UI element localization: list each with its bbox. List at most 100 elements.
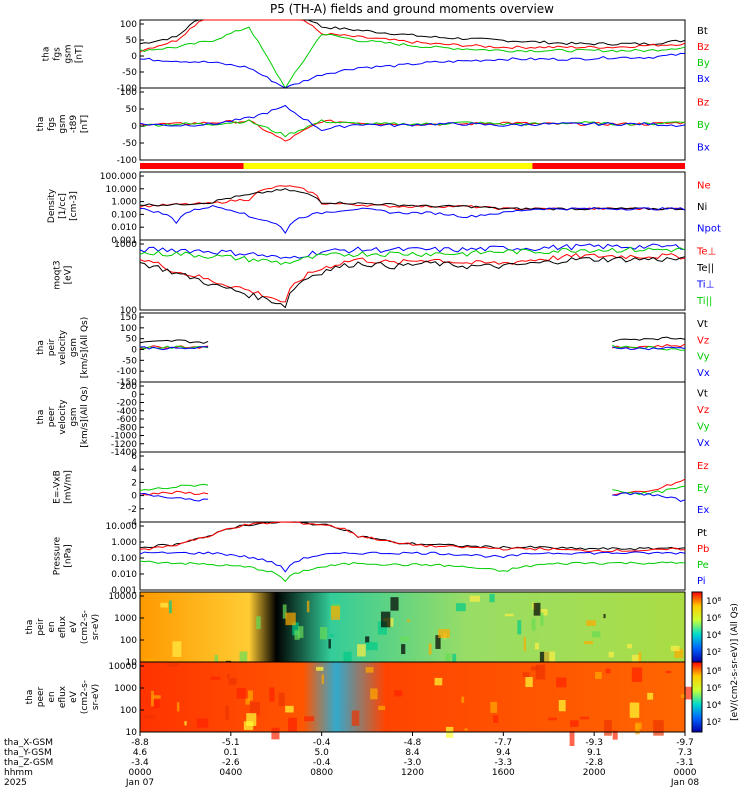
y-tick-label: 10 bbox=[126, 728, 138, 738]
heatmap-texture bbox=[635, 722, 642, 730]
panel-efield: Ez Ey Ex 6 4 2 0 -2 -4 E=-VxB [mV/m] bbox=[53, 451, 709, 528]
heatmap-texture bbox=[214, 654, 219, 665]
heatmap-texture bbox=[535, 664, 546, 680]
panel-frame bbox=[139, 381, 686, 453]
y-tick-label: 0 bbox=[131, 346, 137, 356]
panel-density: Ne Ni Npot 100.000 10.000 1.000 0.100 0.010 0.00… bbox=[47, 171, 721, 246]
y-tick-label: 4 bbox=[131, 465, 137, 475]
heatmap-texture bbox=[153, 695, 161, 699]
heatmap-texture bbox=[278, 692, 285, 706]
series-temperature-line bbox=[139, 256, 686, 309]
heatmap-texture bbox=[394, 690, 403, 697]
y-tick-label: 0.001 bbox=[111, 586, 137, 596]
legend-temperature: Te|| bbox=[696, 263, 714, 274]
legend-peer_velocity: Vy bbox=[697, 421, 710, 432]
heatmap-texture bbox=[635, 724, 640, 735]
y-tick-label: -150 bbox=[117, 378, 138, 388]
y-tick-label: 1.000 bbox=[111, 538, 137, 548]
colorbar-tick-label: 10⁴ bbox=[706, 631, 721, 641]
heatmap-texture bbox=[370, 688, 378, 700]
legend-temperature: Te⊥ bbox=[696, 246, 716, 257]
heatmap-texture bbox=[452, 653, 457, 664]
y-axis-label: tha bbox=[42, 47, 52, 62]
heatmap-texture bbox=[228, 678, 237, 685]
y-tick-label: -50 bbox=[122, 356, 137, 366]
heatmap-texture bbox=[343, 651, 352, 666]
legend-peir_velocity: Vx bbox=[697, 368, 710, 379]
legend-pressure: Pb bbox=[697, 544, 709, 555]
heatmap-texture bbox=[523, 636, 526, 652]
legend-efield: Ex bbox=[697, 505, 709, 516]
x-tick-label: 0000 bbox=[129, 768, 152, 778]
x-tick-label: Jan 08 bbox=[670, 778, 699, 788]
x-tick-label: -3.1 bbox=[676, 758, 694, 768]
x-tick-label: -9.7 bbox=[676, 738, 694, 748]
x-axis-row-label: 2025 bbox=[4, 778, 27, 788]
x-axis-row-label: tha_Y-GSM bbox=[4, 748, 52, 758]
heatmap-texture bbox=[586, 620, 596, 626]
legend-peir_velocity: Vy bbox=[697, 352, 710, 363]
series-fgs-line bbox=[139, 19, 686, 53]
y-axis-label: tha bbox=[36, 117, 46, 132]
y-tick-label: 1.000 bbox=[111, 198, 137, 208]
series-density-line bbox=[139, 204, 686, 235]
x-axis-row-label: tha_X-GSM bbox=[4, 738, 53, 748]
heatmap-texture bbox=[469, 595, 480, 602]
x-axis-row-label: tha_Z-GSM bbox=[4, 758, 53, 768]
x-tick-label: -3.0 bbox=[404, 758, 422, 768]
panel-pressure: Pt Pb Pe Pi 10.000 1.000 0.100 0.010 0.001 Pressu… bbox=[53, 521, 709, 596]
heatmap-texture bbox=[377, 621, 387, 635]
legend-temperature: Ti⊥ bbox=[696, 279, 714, 290]
x-tick-label: -0.4 bbox=[313, 738, 331, 748]
colorbar-bottom bbox=[691, 661, 703, 733]
x-axis: tha_X-GSM -8.8 -5.1 -0.4 -4.8 -7.7 -9.3 -9.7 tha… bbox=[4, 732, 699, 788]
y-tick-label: 50 bbox=[126, 105, 138, 115]
y-tick-label: -50 bbox=[122, 68, 137, 78]
heatmap-texture bbox=[249, 701, 260, 716]
heatmap-texture bbox=[461, 696, 465, 703]
heatmap-texture bbox=[329, 634, 334, 637]
x-tick-label: 5.0 bbox=[315, 748, 330, 758]
x-tick-label: -2.6 bbox=[222, 758, 240, 768]
heatmap-texture bbox=[246, 713, 257, 727]
y-axis-label: [km/s](All Qs) bbox=[80, 386, 90, 448]
heatmap-texture bbox=[168, 600, 172, 614]
mode-bar-segment bbox=[243, 163, 533, 169]
legend-peir_velocity: Vz bbox=[697, 335, 709, 346]
y-axis-label: velocity bbox=[58, 329, 68, 365]
heatmap-texture bbox=[522, 672, 530, 677]
x-tick-label: -0.4 bbox=[313, 758, 331, 768]
y-axis-label: sr-eV) bbox=[91, 614, 101, 640]
heatmap-texture bbox=[400, 636, 409, 642]
series-pressure-line bbox=[139, 551, 686, 573]
y-tick-label: -4 bbox=[128, 518, 137, 528]
heatmap-texture bbox=[653, 720, 664, 736]
legend-fgs: Bz bbox=[697, 42, 709, 53]
series-efield-line bbox=[139, 478, 686, 496]
series-density-line bbox=[139, 185, 686, 211]
y-axis-label: Density bbox=[47, 188, 57, 223]
y-tick-label: 10000 bbox=[108, 592, 137, 602]
panel-frame bbox=[139, 451, 686, 523]
heatmap-texture bbox=[674, 648, 684, 658]
x-tick-label: -5.1 bbox=[222, 738, 240, 748]
y-axis-label: Pressure bbox=[53, 536, 63, 575]
y-axis-label: tha bbox=[25, 690, 35, 705]
heatmap-texture bbox=[490, 701, 498, 713]
heatmap-texture bbox=[604, 720, 612, 736]
heatmap-texture bbox=[647, 692, 654, 700]
heatmap-texture bbox=[428, 643, 432, 655]
heatmap-texture bbox=[558, 699, 566, 712]
heatmap-texture bbox=[144, 657, 155, 664]
y-tick-label: 1000 bbox=[114, 240, 137, 250]
x-tick-label: 0.1 bbox=[224, 748, 238, 758]
panel-temperature: Te⊥ Te|| Ti⊥ Ti|| 1000 100 moqt3 [eV] bbox=[53, 239, 716, 316]
legend-fgs_t89: Bx bbox=[697, 143, 710, 154]
x-tick-label: 7.3 bbox=[678, 748, 692, 758]
y-tick-label: -100 bbox=[117, 367, 138, 377]
legend-pressure: Pt bbox=[697, 528, 707, 539]
heatmap-texture bbox=[143, 715, 155, 719]
legend-fgs_t89: By bbox=[697, 120, 710, 131]
y-tick-label: 0.100 bbox=[111, 554, 137, 564]
